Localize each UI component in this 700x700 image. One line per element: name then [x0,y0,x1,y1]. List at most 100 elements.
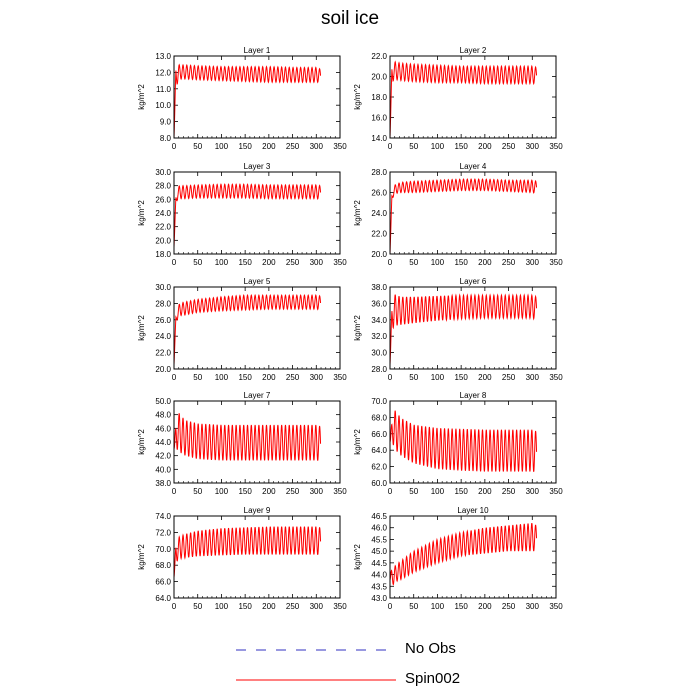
layer-1-ytick-label: 9.0 [160,118,172,127]
layer-3-ytick-label: 20.0 [155,236,171,245]
layer-3-xtick-label: 200 [262,258,276,267]
layer-8-ytick-label: 68.0 [371,413,387,422]
layer-1-title: Layer 1 [244,46,271,55]
layer-2-xtick-label: 0 [388,142,393,151]
layer-9-xtick-label: 350 [333,602,347,611]
layer-2-xtick-label: 250 [502,142,516,151]
layer-3-xtick-label: 0 [172,258,177,267]
layer-2-ytick-label: 22.0 [371,52,387,61]
layer-3-ytick-label: 30.0 [155,168,171,177]
layer-3-plot-frame [173,171,341,255]
layer-4-ytick-label: 26.0 [371,189,387,198]
layer-6-ytick-label: 32.0 [371,332,387,341]
layer-10-xtick-label: 350 [549,602,563,611]
layer-1-plot-frame [173,55,341,139]
layer-10-ytick-label: 44.5 [371,559,387,568]
layer-4-series-spin002 [389,178,538,255]
layer-4-ytick-label: 28.0 [371,168,387,177]
layer-8-xtick-label: 50 [409,487,418,496]
layer-8-xtick-label: 0 [388,487,393,496]
layer-4-ytick-label: 20.0 [371,250,387,259]
layer-8-title: Layer 8 [460,391,487,400]
layer-7-xtick-label: 250 [286,487,300,496]
layer-5-ylabel: kg/m^2 [137,315,146,341]
layer-6-ylabel: kg/m^2 [353,315,362,341]
layer-7-xtick-label: 0 [172,487,177,496]
layer-8-xtick-label: 300 [526,487,540,496]
layer-1-xtick-label: 300 [310,142,324,151]
layer-4-ytick-label: 22.0 [371,230,387,239]
layer-3-ytick-label: 28.0 [155,182,171,191]
layer-5-xtick-label: 0 [172,373,177,382]
layer-4-xtick-label: 150 [454,258,468,267]
layer-9-ytick-label: 64.0 [155,594,171,603]
layer-4-ylabel: kg/m^2 [353,200,362,226]
layer-5-ytick-label: 26.0 [155,316,171,325]
layer-6-xtick-label: 50 [409,373,418,382]
layer-7-plot-frame [173,400,341,484]
layer-7-xtick-label: 100 [215,487,229,496]
layer-4-xtick-label: 200 [478,258,492,267]
layer-6-series-spin002 [389,293,538,365]
layer-7-ytick-label: 50.0 [155,397,171,406]
layer-3-title: Layer 3 [244,162,271,171]
layer-3-xtick-label: 150 [238,258,252,267]
layer-5-xtick-label: 100 [215,373,229,382]
layer-8-ytick-label: 64.0 [371,446,387,455]
layer-4-xtick-label: 300 [526,258,540,267]
layer-6-ytick-label: 38.0 [371,283,387,292]
layer-5-ytick-label: 22.0 [155,349,171,358]
layer-6-ytick-label: 36.0 [371,299,387,308]
layer-5-xtick-label: 250 [286,373,300,382]
layer-2-series-spin002 [389,60,538,139]
layer-1-series-spin002 [173,63,322,139]
layer-7-ytick-label: 48.0 [155,411,171,420]
layer-3-ylabel: kg/m^2 [137,200,146,226]
layer-5-xtick-label: 50 [193,373,202,382]
layer-6-xtick-label: 100 [431,373,445,382]
layer-4-ytick-label: 24.0 [371,209,387,218]
layer-10-xtick-label: 50 [409,602,418,611]
layer-3-xtick-label: 50 [193,258,202,267]
layer-2-ylabel: kg/m^2 [353,84,362,110]
layer-6-plot-frame [389,286,557,370]
layer-10-series-spin002 [389,522,538,586]
layer-3-xtick-label: 350 [333,258,347,267]
layer-1-xtick-label: 0 [172,142,177,151]
layer-6-xtick-label: 200 [478,373,492,382]
layer-10-xtick-label: 150 [454,602,468,611]
layer-9-plot-frame [173,515,341,599]
layer-10-ytick-label: 46.0 [371,524,387,533]
layer-8-ytick-label: 66.0 [371,430,387,439]
layer-9-xtick-label: 100 [215,602,229,611]
layer-10-xtick-label: 200 [478,602,492,611]
layer-2-xtick-label: 300 [526,142,540,151]
layer-9-xtick-label: 200 [262,602,276,611]
layer-9-xtick-label: 250 [286,602,300,611]
layer-1-xtick-label: 200 [262,142,276,151]
layer-7-ylabel: kg/m^2 [137,429,146,455]
layer-9-title: Layer 9 [244,506,271,515]
layer-10-ytick-label: 43.5 [371,582,387,591]
layer-3-ytick-label: 26.0 [155,195,171,204]
layer-5-ytick-label: 20.0 [155,365,171,374]
layer-7-ytick-label: 44.0 [155,438,171,447]
layer-1-ytick-label: 8.0 [160,134,172,143]
layer-8-ytick-label: 62.0 [371,463,387,472]
layer-10-plot-frame [389,515,557,599]
layer-10-ytick-label: 45.5 [371,535,387,544]
layer-2-title: Layer 2 [460,46,487,55]
layer-5-ytick-label: 30.0 [155,283,171,292]
layer-8-series-spin002 [389,410,538,472]
layer-1-xtick-label: 50 [193,142,202,151]
layer-9-xtick-label: 300 [310,602,324,611]
layer-3-ytick-label: 22.0 [155,223,171,232]
layer-8-ytick-label: 70.0 [371,397,387,406]
layer-10-xtick-label: 300 [526,602,540,611]
layer-6-xtick-label: 150 [454,373,468,382]
layer-10-ytick-label: 46.5 [371,512,387,521]
layer-7-ytick-label: 40.0 [155,465,171,474]
layer-9-ylabel: kg/m^2 [137,544,146,570]
layer-6-xtick-label: 300 [526,373,540,382]
